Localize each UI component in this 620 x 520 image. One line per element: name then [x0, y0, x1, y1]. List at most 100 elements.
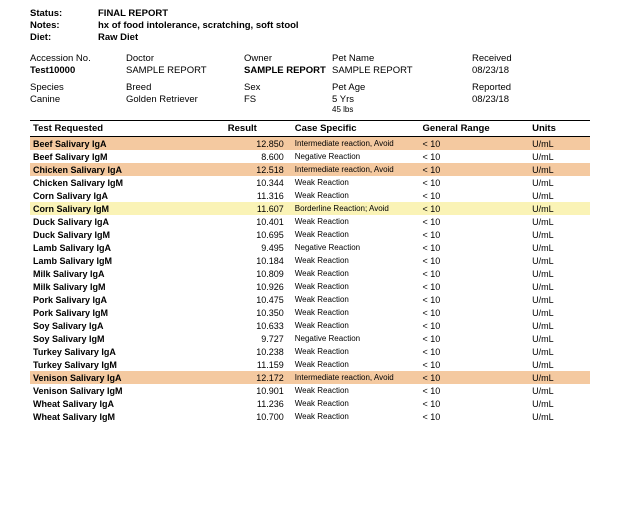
cell-case: Weak Reaction — [292, 267, 420, 280]
table-row: Corn Salivary IgA11.316Weak Reaction< 10… — [30, 189, 590, 202]
cell-units: U/mL — [529, 306, 590, 319]
cell-result: 12.850 — [225, 137, 292, 151]
table-row: Venison Salivary IgA12.172Intermediate r… — [30, 371, 590, 384]
diet-label: Diet: — [30, 32, 98, 43]
cell-units: U/mL — [529, 319, 590, 332]
sex-value: FS — [244, 94, 332, 105]
col-case: Case Specific — [292, 121, 420, 137]
cell-case: Weak Reaction — [292, 358, 420, 371]
table-row: Corn Salivary IgM11.607Borderline Reacti… — [30, 202, 590, 215]
table-row: Chicken Salivary IgM10.344Weak Reaction<… — [30, 176, 590, 189]
cell-case: Weak Reaction — [292, 410, 420, 423]
table-row: Soy Salivary IgM9.727Negative Reaction< … — [30, 332, 590, 345]
notes-label: Notes: — [30, 20, 98, 31]
cell-general: < 10 — [420, 241, 530, 254]
cell-test: Turkey Salivary IgM — [30, 358, 225, 371]
cell-test: Duck Salivary IgM — [30, 228, 225, 241]
cell-test: Corn Salivary IgA — [30, 189, 225, 202]
cell-case: Weak Reaction — [292, 293, 420, 306]
cell-test: Soy Salivary IgM — [30, 332, 225, 345]
table-row: Duck Salivary IgM10.695Weak Reaction< 10… — [30, 228, 590, 241]
cell-general: < 10 — [420, 163, 530, 176]
col-result: Result — [225, 121, 292, 137]
table-body: Beef Salivary IgA12.850Intermediate reac… — [30, 137, 590, 424]
cell-case: Negative Reaction — [292, 150, 420, 163]
cell-units: U/mL — [529, 228, 590, 241]
cell-case: Weak Reaction — [292, 176, 420, 189]
diet-value: Raw Diet — [98, 32, 138, 43]
doctor-label: Doctor — [126, 53, 244, 64]
cell-general: < 10 — [420, 189, 530, 202]
cell-test: Venison Salivary IgM — [30, 384, 225, 397]
cell-result: 9.727 — [225, 332, 292, 345]
cell-result: 11.607 — [225, 202, 292, 215]
cell-test: Corn Salivary IgM — [30, 202, 225, 215]
table-row: Duck Salivary IgA10.401Weak Reaction< 10… — [30, 215, 590, 228]
cell-general: < 10 — [420, 267, 530, 280]
col-units: Units — [529, 121, 590, 137]
cell-units: U/mL — [529, 358, 590, 371]
cell-result: 10.926 — [225, 280, 292, 293]
cell-general: < 10 — [420, 202, 530, 215]
cell-result: 12.518 — [225, 163, 292, 176]
cell-general: < 10 — [420, 319, 530, 332]
table-header-row: Test Requested Result Case Specific Gene… — [30, 121, 590, 137]
cell-test: Chicken Salivary IgA — [30, 163, 225, 176]
notes-value: hx of food intolerance, scratching, soft… — [98, 20, 299, 31]
col-general: General Range — [420, 121, 530, 137]
cell-case: Borderline Reaction; Avoid — [292, 202, 420, 215]
status-label: Status: — [30, 8, 98, 19]
cell-units: U/mL — [529, 163, 590, 176]
cell-general: < 10 — [420, 358, 530, 371]
table-row: Venison Salivary IgM10.901Weak Reaction<… — [30, 384, 590, 397]
table-row: Soy Salivary IgA10.633Weak Reaction< 10U… — [30, 319, 590, 332]
cell-general: < 10 — [420, 397, 530, 410]
cell-units: U/mL — [529, 332, 590, 345]
cell-general: < 10 — [420, 332, 530, 345]
cell-test: Chicken Salivary IgM — [30, 176, 225, 189]
table-row: Milk Salivary IgA10.809Weak Reaction< 10… — [30, 267, 590, 280]
report-header: Status: FINAL REPORT Notes: hx of food i… — [30, 8, 590, 43]
cell-general: < 10 — [420, 176, 530, 189]
cell-units: U/mL — [529, 397, 590, 410]
cell-units: U/mL — [529, 410, 590, 423]
breed-value: Golden Retriever — [126, 94, 244, 105]
cell-result: 10.475 — [225, 293, 292, 306]
reported-value: 08/23/18 — [472, 94, 590, 105]
cell-units: U/mL — [529, 345, 590, 358]
accession-label: Accession No. — [30, 53, 126, 64]
cell-general: < 10 — [420, 228, 530, 241]
table-row: Lamb Salivary IgA9.495Negative Reaction<… — [30, 241, 590, 254]
cell-result: 10.350 — [225, 306, 292, 319]
results-table: Test Requested Result Case Specific Gene… — [30, 120, 590, 423]
cell-general: < 10 — [420, 254, 530, 267]
cell-units: U/mL — [529, 293, 590, 306]
cell-units: U/mL — [529, 280, 590, 293]
cell-result: 11.159 — [225, 358, 292, 371]
cell-units: U/mL — [529, 202, 590, 215]
cell-result: 10.695 — [225, 228, 292, 241]
owner-label: Owner — [244, 53, 332, 64]
cell-test: Venison Salivary IgA — [30, 371, 225, 384]
pet-name-label: Pet Name — [332, 53, 472, 64]
species-label: Species — [30, 82, 126, 93]
cell-units: U/mL — [529, 215, 590, 228]
cell-result: 10.344 — [225, 176, 292, 189]
sex-label: Sex — [244, 82, 332, 93]
cell-case: Weak Reaction — [292, 254, 420, 267]
cell-result: 11.316 — [225, 189, 292, 202]
cell-case: Weak Reaction — [292, 280, 420, 293]
cell-test: Turkey Salivary IgA — [30, 345, 225, 358]
cell-case: Weak Reaction — [292, 228, 420, 241]
status-value: FINAL REPORT — [98, 8, 168, 19]
cell-result: 9.495 — [225, 241, 292, 254]
cell-units: U/mL — [529, 176, 590, 189]
info-row-2: Species Canine Breed Golden Retriever Se… — [30, 82, 590, 114]
table-row: Wheat Salivary IgM10.700Weak Reaction< 1… — [30, 410, 590, 423]
received-label: Received — [472, 53, 590, 64]
cell-case: Intermediate reaction, Avoid — [292, 137, 420, 151]
table-row: Pork Salivary IgM10.350Weak Reaction< 10… — [30, 306, 590, 319]
cell-result: 10.901 — [225, 384, 292, 397]
cell-general: < 10 — [420, 150, 530, 163]
cell-units: U/mL — [529, 137, 590, 151]
